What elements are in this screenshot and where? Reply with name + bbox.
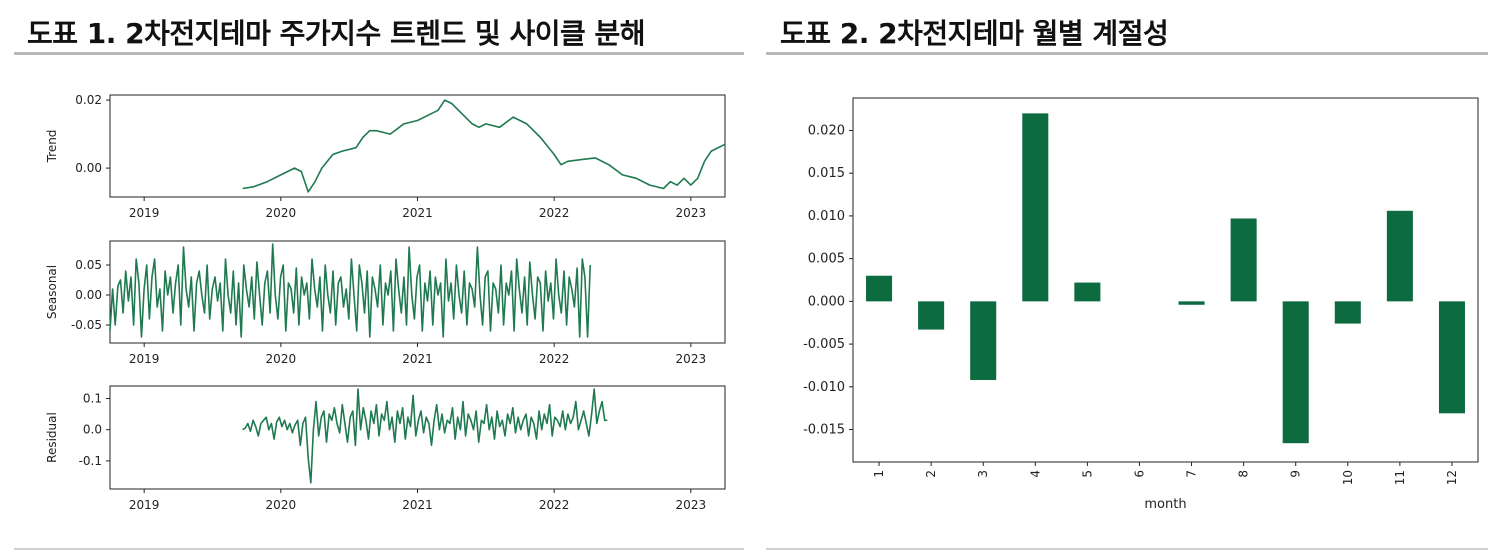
- figure1-title: 도표 1. 2차전지테마 주가지수 트렌드 및 사이클 분해: [27, 17, 646, 50]
- trend-xtick-label: 2021: [402, 206, 433, 220]
- seasonal-ytick-label: 0.05: [75, 258, 102, 272]
- seasonal-xtick-label: 2023: [676, 352, 707, 366]
- bar-month-8: [1230, 218, 1257, 302]
- bar-xtick-label: 12: [1445, 470, 1459, 485]
- seasonal-ytick-label: -0.05: [71, 318, 102, 332]
- trend-ytick-label: 0.02: [75, 93, 102, 107]
- residual-xtick-label: 2022: [539, 498, 570, 512]
- bar-xtick-label: 11: [1393, 470, 1407, 485]
- bar-xtick-label: 3: [976, 470, 990, 478]
- figure2-title-rule: [766, 52, 1488, 55]
- bar-ytick-label: 0.005: [808, 252, 845, 267]
- figure2-bottom-rule: [766, 548, 1488, 550]
- seasonal-xtick-label: 2020: [266, 352, 297, 366]
- trend-ylabel: Trend: [45, 130, 59, 164]
- residual-xtick-label: 2023: [676, 498, 707, 512]
- seasonal-xtick-label: 2021: [402, 352, 433, 366]
- bar-month-7: [1178, 301, 1205, 305]
- trend-xtick-label: 2020: [266, 206, 297, 220]
- bar-ytick-label: 0.015: [808, 166, 845, 181]
- monthly-seasonality-chart: 0.020 0.015 0.010 0.005 0.000 -0.005 -0.010 -0.…: [803, 97, 1479, 512]
- bar-month-12: [1438, 301, 1465, 414]
- bar-ytick-label: -0.010: [803, 380, 845, 395]
- seasonal-xtick-label: 2019: [129, 352, 160, 366]
- trend-xtick-label: 2019: [129, 206, 160, 220]
- bar-xtick-label: 5: [1080, 470, 1094, 478]
- bar-xtick-label: 4: [1028, 470, 1042, 478]
- bar-xtick-label: 9: [1289, 470, 1303, 478]
- seasonal-ylabel: Seasonal: [45, 265, 59, 319]
- trend-ytick-label: 0.00: [75, 161, 102, 175]
- bar-month-1: [866, 275, 893, 302]
- trend-series-line: [242, 99, 726, 193]
- bar-month-10: [1334, 301, 1361, 324]
- residual-series-line: [242, 388, 608, 484]
- bar-xtick-label: 1: [872, 470, 886, 478]
- bar-plot-frame: [852, 97, 1479, 463]
- bar-xtick-label: 2: [924, 470, 938, 478]
- bar-xlabel: month: [1144, 497, 1186, 512]
- residual-ytick-label: -0.1: [79, 454, 102, 468]
- residual-xtick-label: 2019: [129, 498, 160, 512]
- seasonal-xtick-label: 2022: [539, 352, 570, 366]
- bar-xtick-label: 6: [1132, 470, 1146, 478]
- bar-month-9: [1282, 301, 1309, 444]
- trend-xtick-label: 2023: [676, 206, 707, 220]
- residual-ytick-label: 0.0: [83, 423, 102, 437]
- bar-month-3: [970, 301, 997, 380]
- bar-ytick-label: -0.015: [803, 423, 845, 438]
- decomposition-chart: 0.02 0.00 Trend 2019 2020 2021 2022 2023 0.05 0.0…: [45, 93, 726, 512]
- bar-month-5: [1074, 282, 1101, 302]
- residual-plot-frame: [109, 385, 726, 490]
- trend-plot-frame: [109, 94, 726, 198]
- bar-ytick-label: 0.000: [808, 294, 845, 309]
- trend-xtick-label: 2022: [539, 206, 570, 220]
- bar-ytick-label: 0.020: [808, 123, 845, 138]
- seasonal-series-line: [109, 243, 591, 338]
- figure2-title: 도표 2. 2차전지테마 월별 계절성: [780, 17, 1169, 50]
- bar-ytick-label: 0.010: [808, 209, 845, 224]
- residual-xtick-label: 2020: [266, 498, 297, 512]
- figure1-bottom-rule: [14, 548, 744, 550]
- bar-xtick-label: 8: [1237, 470, 1251, 478]
- seasonal-ytick-label: 0.00: [75, 288, 102, 302]
- bar-ytick-label: -0.005: [803, 337, 845, 352]
- bar-month-2: [918, 301, 945, 330]
- residual-ytick-label: 0.1: [83, 391, 102, 405]
- figure1-title-rule: [14, 52, 744, 55]
- bar-month-11: [1386, 210, 1413, 302]
- residual-xtick-label: 2021: [402, 498, 433, 512]
- bar-xtick-label: 7: [1185, 470, 1199, 478]
- residual-ylabel: Residual: [45, 412, 59, 463]
- bar-month-4: [1022, 113, 1049, 302]
- bar-xtick-label: 10: [1341, 470, 1355, 485]
